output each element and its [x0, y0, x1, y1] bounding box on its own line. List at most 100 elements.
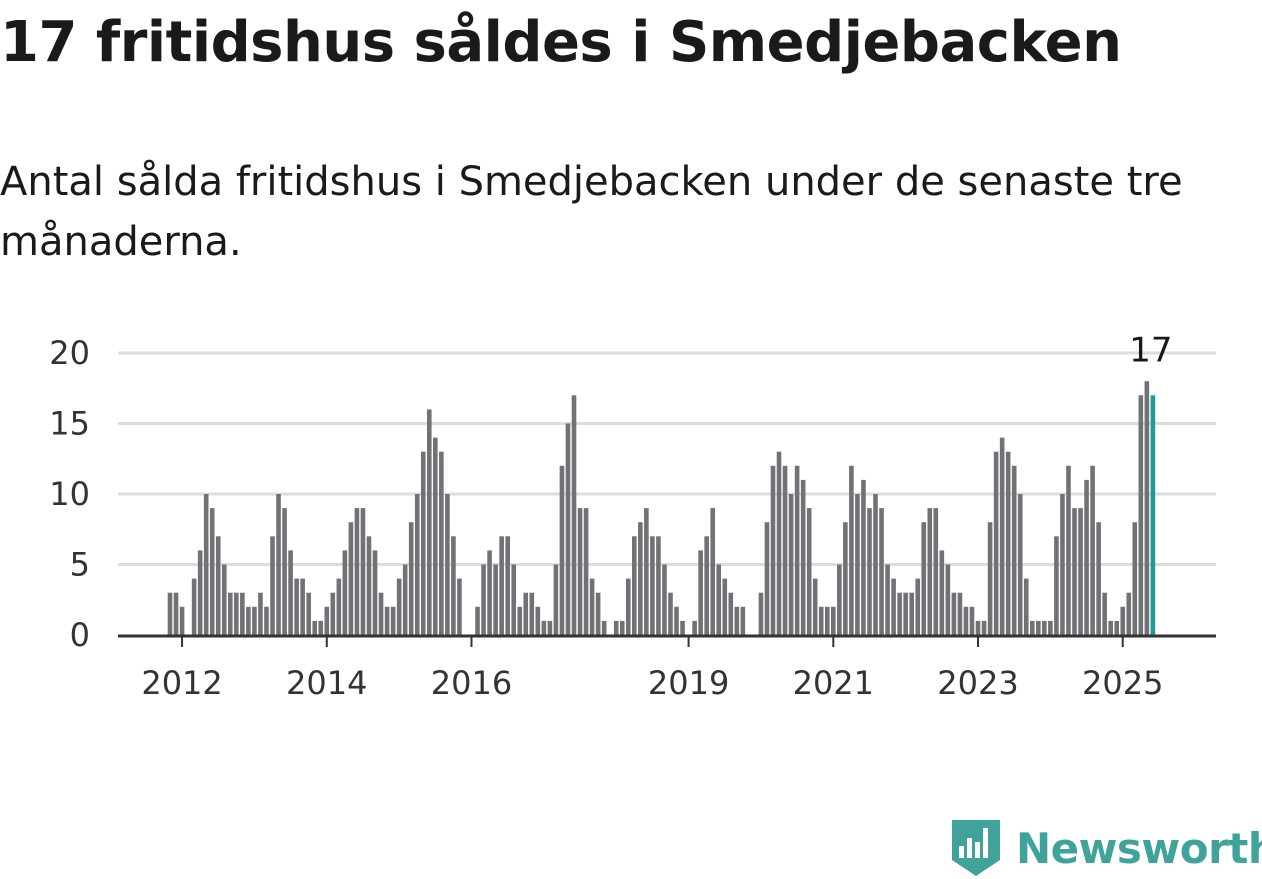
bar — [662, 564, 667, 635]
bar — [740, 606, 746, 635]
bar — [481, 564, 486, 635]
bar — [294, 578, 299, 635]
bar — [270, 536, 275, 635]
x-tick-label: 2014 — [286, 664, 367, 702]
bar — [794, 465, 800, 635]
bar — [336, 578, 342, 635]
bar — [692, 620, 697, 635]
bar — [951, 592, 957, 635]
bar — [360, 508, 366, 635]
bar — [1029, 620, 1035, 635]
bar — [312, 620, 318, 635]
bar — [553, 564, 559, 635]
bar — [758, 592, 764, 635]
bar — [396, 578, 402, 635]
bar — [475, 606, 480, 635]
bar — [704, 536, 709, 635]
bar — [1042, 620, 1047, 635]
bar — [1096, 522, 1101, 635]
bar — [228, 592, 233, 635]
bar — [451, 536, 456, 635]
x-axis: 2012 2014 2016 2019 2021 2023 2025 — [141, 637, 1163, 702]
bar — [674, 606, 679, 635]
bar — [722, 578, 728, 635]
bar — [246, 606, 251, 635]
bar — [613, 620, 619, 635]
bar — [855, 494, 860, 635]
bar — [632, 536, 637, 635]
bar — [1144, 381, 1150, 635]
bar — [861, 479, 866, 635]
bar — [770, 465, 776, 635]
bar — [595, 592, 601, 635]
bar — [414, 494, 420, 635]
bar — [1108, 620, 1113, 635]
bar — [879, 508, 884, 635]
bar — [433, 437, 438, 635]
chart-title: 17 fritidshus såldes i Smedjebacken — [0, 10, 1122, 75]
x-tick-label: 2025 — [1082, 664, 1163, 702]
bar — [565, 423, 571, 635]
bar — [638, 522, 643, 635]
bar — [1060, 494, 1065, 635]
bar — [650, 536, 655, 635]
x-tick-label: 2016 — [431, 664, 512, 702]
bar — [378, 592, 384, 635]
bar — [897, 592, 902, 635]
bar — [390, 606, 396, 635]
bar — [837, 564, 842, 635]
bar — [577, 508, 583, 635]
bar — [1078, 508, 1083, 635]
bar — [179, 606, 185, 635]
bar — [306, 592, 311, 635]
bar — [1036, 620, 1041, 635]
bar — [547, 620, 553, 635]
bar — [288, 550, 293, 635]
bar-highlight — [1150, 395, 1156, 635]
last-value-label: 17 — [1129, 330, 1172, 370]
bars — [167, 381, 1156, 635]
bar — [1048, 620, 1053, 635]
bar — [215, 536, 221, 635]
bar — [203, 494, 209, 635]
bar — [656, 536, 661, 635]
bar — [372, 550, 378, 635]
bar — [487, 550, 492, 635]
bar — [324, 606, 330, 635]
bar — [1120, 606, 1126, 635]
bar — [541, 620, 547, 635]
bar — [957, 592, 963, 635]
bar — [981, 620, 987, 635]
bar — [999, 437, 1005, 635]
bar — [1054, 536, 1059, 635]
bar — [457, 578, 462, 635]
bar — [330, 592, 336, 635]
bar — [1090, 465, 1095, 635]
bar — [710, 508, 715, 635]
bar — [426, 409, 432, 635]
bar — [993, 451, 999, 635]
bar — [523, 592, 529, 635]
bar — [1114, 620, 1120, 635]
newsworthy-logo-icon — [952, 820, 1000, 876]
bar — [927, 508, 933, 635]
y-tick-label: 10 — [49, 475, 90, 513]
bar-chart: 0 5 10 15 20 2012 2014 2016 2019 2021 2023 2025 17 — [49, 330, 1216, 702]
bar — [625, 578, 631, 635]
bar — [867, 508, 872, 635]
bar — [824, 606, 830, 635]
bar — [734, 606, 740, 635]
bar — [276, 494, 281, 635]
bar — [264, 606, 269, 635]
bar — [1084, 479, 1089, 635]
bar — [933, 508, 939, 635]
bar — [493, 564, 498, 635]
bar — [408, 522, 414, 635]
brand-name: Newsworthy — [1016, 823, 1262, 873]
y-tick-label: 5 — [70, 546, 90, 584]
bar — [173, 592, 179, 635]
bar — [354, 508, 360, 635]
bar — [583, 508, 589, 635]
bar — [402, 564, 408, 635]
bar — [963, 606, 969, 635]
